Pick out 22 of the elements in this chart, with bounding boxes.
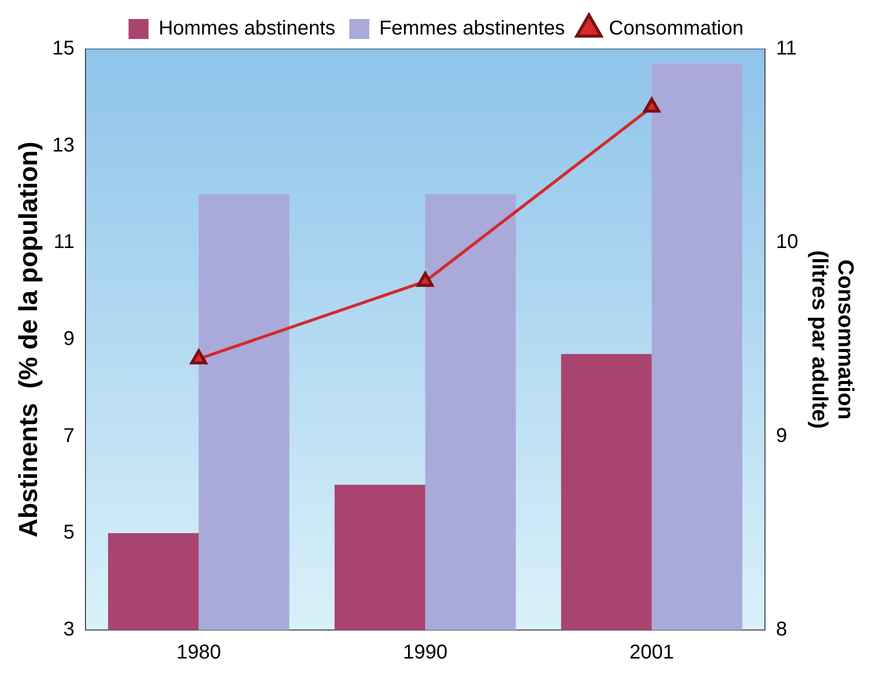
y2-axis-title: Consommation (litres par adulte) (807, 250, 859, 429)
y-tick-label: 13 (52, 134, 74, 156)
x-tick-label: 1980 (176, 642, 221, 664)
y2-tick-label: 8 (776, 618, 788, 641)
legend-label: Femmes abstinentes (379, 18, 565, 40)
y-axis-title: Abstinents (% de la population) (12, 142, 43, 538)
y-tick-label: 5 (63, 522, 74, 544)
point (190, 349, 208, 364)
y2-tick-label: 11 (776, 38, 797, 60)
y2-tick-label: 9 (776, 424, 788, 447)
y-tick-label: 9 (63, 328, 74, 350)
legend-label: Consommation (608, 18, 744, 40)
x-tick-label: 1990 (402, 642, 448, 664)
y-tick-label: 7 (63, 424, 74, 447)
y-tick-label: 3 (63, 618, 74, 641)
y-tick-label: 15 (52, 38, 74, 60)
point (416, 272, 434, 287)
point (643, 98, 660, 113)
legend-label: Hommes abstinents (158, 18, 336, 40)
y-tick-label: 11 (54, 231, 74, 254)
x-tick-label: 2001 (629, 642, 674, 664)
y2-tick-label: 10 (776, 231, 798, 254)
